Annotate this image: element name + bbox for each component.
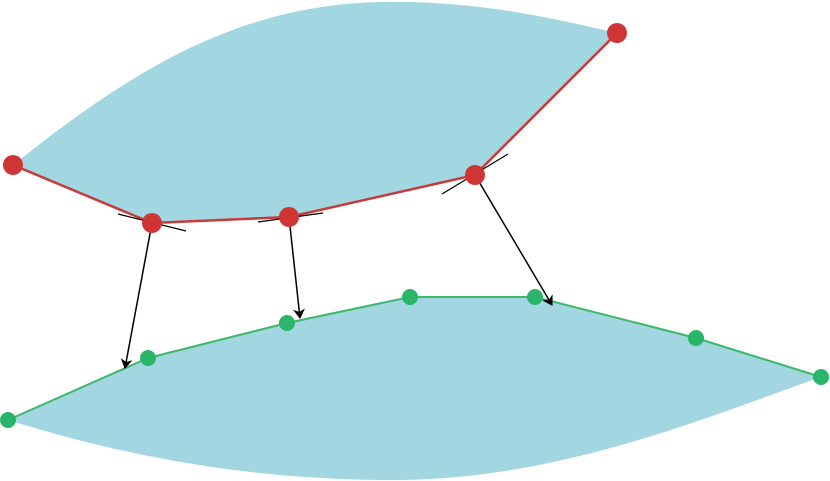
green-point [527,289,543,305]
arrow [288,216,305,319]
red-point [607,23,627,43]
bottom-shape-fill [8,297,821,481]
red-point [279,207,299,227]
green-point [813,369,829,385]
arrow [120,222,153,369]
red-point [142,213,162,233]
top-shape-fill [13,1,617,224]
green-point [688,330,704,346]
red-point [465,165,485,185]
arrow [474,174,553,306]
green-point [0,412,16,428]
green-point [402,289,418,305]
green-point [140,350,156,366]
red-point [3,155,23,175]
green-point [279,315,295,331]
